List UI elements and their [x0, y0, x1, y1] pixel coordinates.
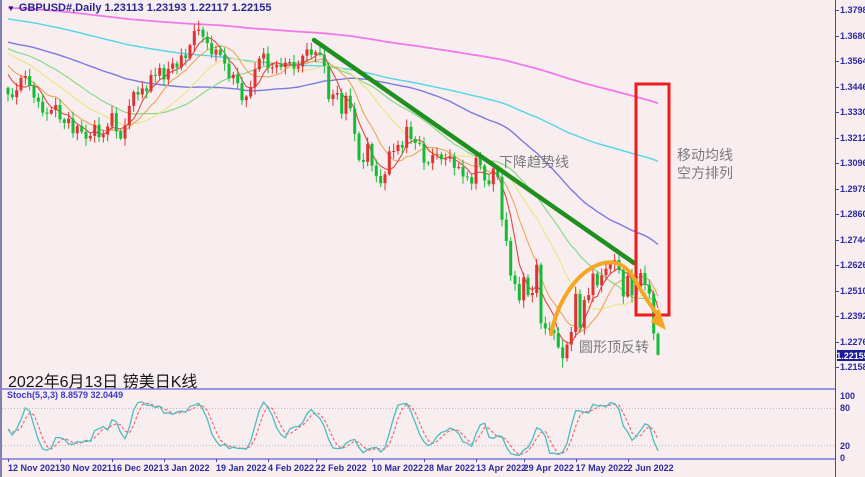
price-axis-label: 1.32120 — [840, 132, 865, 143]
rounding-top-arrow[interactable] — [549, 260, 662, 336]
time-tick — [215, 459, 217, 462]
price-tick — [836, 35, 839, 37]
stochastic-indicator-label: Stoch(5,3,3) 8.8579 32.0449 — [7, 390, 124, 400]
time-tick — [8, 459, 9, 462]
price-axis-label: 1.30960 — [840, 157, 865, 168]
price-tick — [836, 341, 839, 343]
chart-symbol-dropdown-icon[interactable]: ▼ — [7, 3, 15, 13]
price-tick — [836, 367, 839, 369]
price-tick — [836, 60, 839, 62]
price-axis-label: 1.25100 — [840, 285, 865, 296]
time-tick — [423, 459, 425, 462]
time-tick — [523, 459, 525, 462]
main-price-chart[interactable] — [2, 0, 835, 388]
time-axis-label: 29 Apr 2022 — [523, 463, 574, 473]
price-tick — [836, 10, 839, 11]
price-axis[interactable]: 1.22155 1.37980 1.36800 1.35640 1.34460 1.33… — [835, 0, 865, 477]
time-tick — [59, 459, 61, 462]
price-axis-label: 1.26260 — [840, 260, 865, 271]
highlight-rectangle[interactable] — [634, 82, 671, 317]
panel-separator-bottom — [2, 458, 835, 460]
ma-alignment-line1: 移动均线 — [677, 147, 733, 163]
time-axis-label: 12 Nov 2021 — [8, 463, 61, 473]
time-axis-label: 4 Feb 2022 — [267, 463, 315, 473]
rounding-top-arrowhead — [651, 308, 666, 330]
time-axis-label: 22 Feb 2022 — [315, 463, 367, 473]
price-tick — [836, 137, 839, 139]
candles — [6, 20, 660, 368]
time-axis-label: 17 May 2022 — [575, 463, 629, 473]
ma-5-line — [7, 36, 659, 344]
chart-title-bar[interactable]: ▼ GBPUSD#,Daily 1.23113 1.23193 1.22117 … — [7, 2, 272, 14]
price-axis-label: 1.28600 — [840, 209, 865, 220]
time-axis-label: 30 Nov 2021 — [59, 463, 113, 473]
price-tick — [836, 188, 839, 190]
time-axis-label: 10 Mar 2022 — [371, 463, 424, 473]
price-tick — [836, 162, 839, 164]
price-axis-label: 1.36800 — [840, 30, 865, 41]
trendline-annotation-label: 下降趋势线 — [499, 154, 569, 170]
price-tick — [836, 290, 839, 292]
time-tick — [111, 459, 113, 462]
time-axis[interactable]: 12 Nov 2021 30 Nov 2021 16 Dec 2021 3 Jan 2… — [2, 459, 865, 477]
time-axis-label: 13 Apr 2022 — [475, 463, 527, 473]
price-axis-label: 1.33300 — [840, 106, 865, 117]
stoch-scale-label: 80 — [840, 403, 851, 414]
time-axis-label: 2 Jun 2022 — [627, 463, 674, 473]
stoch-scale-label: 100 — [840, 391, 856, 401]
price-tick — [836, 111, 839, 113]
price-axis-label: 1.21580 — [840, 362, 865, 373]
ma-250-line — [7, 6, 659, 105]
price-axis-label: 1.29780 — [840, 183, 865, 194]
stoch-scale-label: 20 — [840, 440, 851, 451]
current-price-badge: 1.22155 — [836, 350, 865, 361]
ma-alignment-annotation-label: 移动均线 空方排列 — [677, 146, 733, 182]
price-tick — [836, 239, 839, 241]
price-axis-label: 1.34460 — [840, 81, 865, 92]
price-tick — [836, 316, 839, 318]
time-axis-label: 28 Mar 2022 — [423, 463, 476, 473]
price-axis-label: 1.27440 — [840, 234, 865, 245]
price-axis-label: 1.22760 — [840, 336, 865, 347]
price-axis-label: 1.23920 — [840, 311, 865, 322]
ma-30-line — [7, 48, 659, 303]
ma-60-line — [7, 41, 659, 246]
price-tick — [836, 86, 839, 88]
stoch-scale-label: 0 — [840, 453, 846, 463]
time-tick — [315, 459, 317, 462]
time-tick — [267, 459, 269, 462]
stoch-signal-line — [7, 402, 659, 456]
descending-trendline[interactable] — [311, 37, 637, 266]
chart-caption: 2022年6月13日 镑美日K线 — [8, 374, 198, 391]
time-tick — [475, 459, 477, 462]
time-axis-label: 19 Jan 2022 — [215, 463, 267, 473]
stoch-main-line — [7, 400, 659, 457]
time-axis-label: 16 Dec 2021 — [111, 463, 164, 473]
time-tick — [627, 459, 629, 462]
time-axis-label: 3 Jan 2022 — [163, 463, 210, 473]
ma-10-line — [7, 45, 659, 333]
price-tick — [836, 214, 839, 216]
time-tick — [163, 459, 165, 462]
panel-separator-top — [2, 388, 835, 390]
time-tick — [371, 459, 373, 462]
ma-alignment-line2: 空方排列 — [677, 165, 733, 181]
time-tick — [575, 459, 577, 462]
rounding-top-annotation-label: 圆形顶反转 — [579, 339, 649, 355]
price-tick — [836, 265, 839, 267]
price-axis-label: 1.35640 — [840, 55, 865, 66]
chart-title-text: GBPUSD#,Daily 1.23113 1.23193 1.22117 1.… — [18, 2, 272, 14]
stochastic-panel[interactable] — [2, 388, 835, 459]
price-axis-label: 1.37980 — [840, 5, 865, 15]
